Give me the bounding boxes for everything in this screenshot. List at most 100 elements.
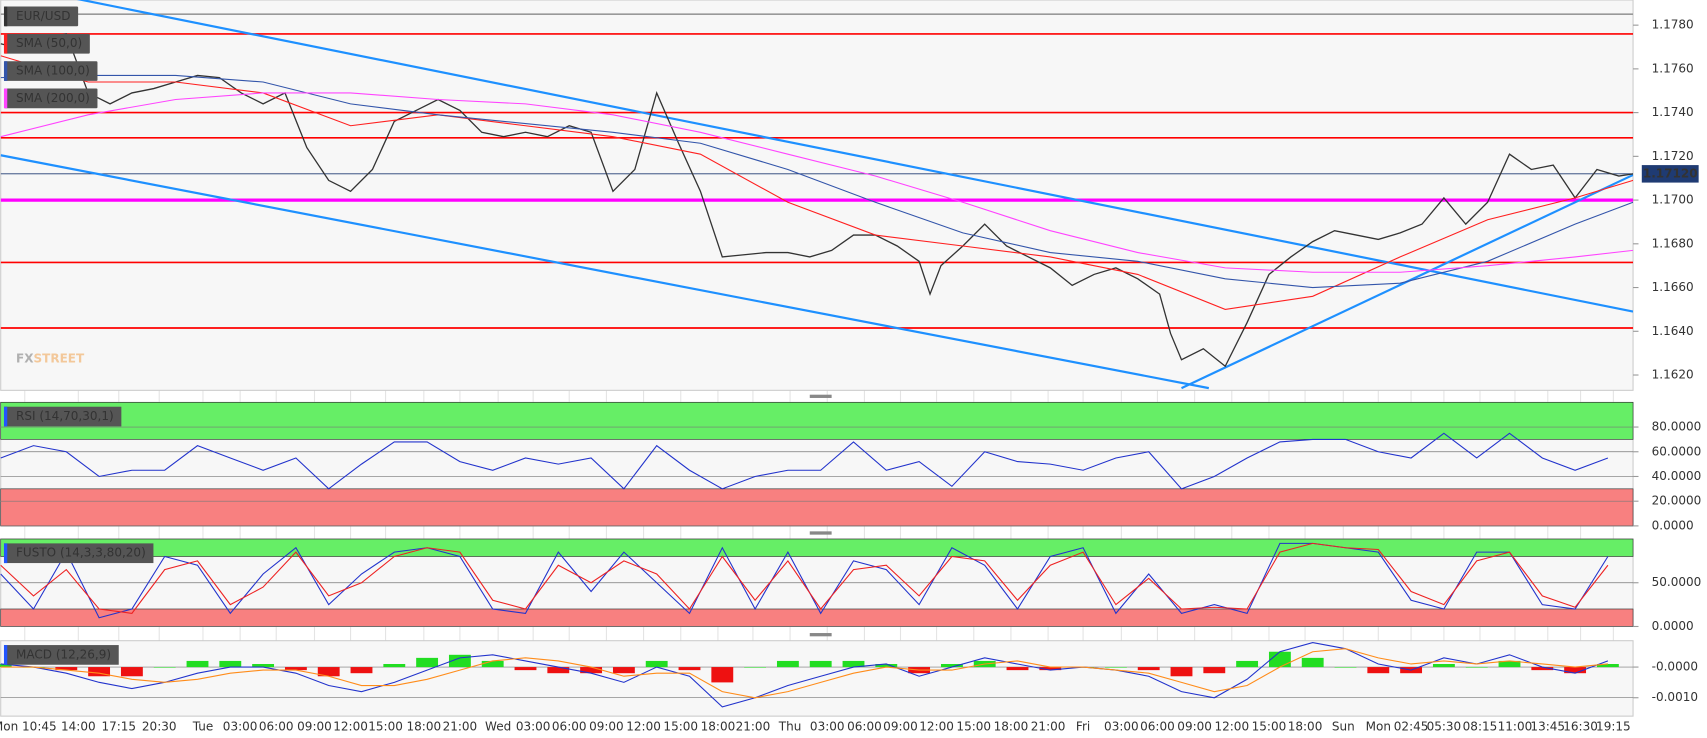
zone-band	[0, 538, 1634, 557]
x-tick-label: 21:00	[443, 720, 478, 734]
histogram-bar	[481, 660, 504, 668]
x-tick-label: 21:00	[736, 720, 771, 734]
panel-background	[0, 640, 1634, 717]
histogram-bar	[1203, 667, 1226, 674]
histogram-bar	[678, 667, 701, 671]
x-tick-label: 15:00	[1252, 720, 1287, 734]
histogram-bar	[317, 667, 340, 677]
indicator-title-box	[3, 645, 119, 665]
x-tick-label: 09:00	[1177, 720, 1212, 734]
x-tick-label: 14:00	[61, 720, 96, 734]
watermark: FXSTREET	[16, 351, 85, 365]
plot-area	[0, 542, 1609, 619]
histogram-bar	[1498, 660, 1521, 668]
y-tick-label: 0.0000	[1652, 619, 1694, 633]
x-tick-label: Tue	[192, 720, 214, 734]
x-tick-label: 03:00	[1104, 720, 1139, 734]
indicator-line	[0, 432, 1609, 490]
y-tick-label: 1.1640	[1652, 324, 1694, 338]
histogram-bar	[547, 667, 570, 674]
legend-label: EUR/USD	[16, 9, 70, 23]
y-tick-label: 20.0000	[1652, 494, 1702, 508]
legend-swatch	[3, 6, 8, 27]
x-tick-label: Mon	[1366, 720, 1391, 734]
indicator-title-box	[3, 406, 122, 427]
panel: 0.0000 50.0000 FUSTO (14,3,3,80,20)	[0, 531, 1701, 633]
sma-line	[0, 55, 1634, 310]
panel: 0.0000 20.0000 40.0000 60.0000 80.0000 RSI (1…	[0, 394, 1702, 532]
watermark-part: FX	[16, 351, 34, 365]
x-tick-label: 18:00	[701, 720, 736, 734]
histogram-bar	[186, 660, 209, 668]
histogram-bar	[284, 667, 307, 671]
x-tick-label: 02:45	[1394, 720, 1429, 734]
legend-swatch	[3, 88, 8, 109]
histogram-bar	[55, 667, 78, 671]
histogram-bar	[383, 664, 406, 668]
indicator-line	[0, 641, 1609, 708]
indicator-title-swatch	[3, 645, 8, 665]
indicator-line	[0, 542, 1609, 614]
histogram-bar	[1006, 667, 1029, 671]
legend-label: SMA (50,0)	[16, 36, 82, 50]
sma-line	[0, 92, 1634, 273]
x-tick-label: 06:00	[847, 720, 882, 734]
plot-area	[0, 432, 1609, 490]
x-tick-label: 09:00	[297, 720, 332, 734]
legend-box	[3, 88, 98, 109]
indicator-title-swatch	[3, 406, 8, 427]
trendline	[0, 154, 1210, 390]
x-tick-label: 08:15	[1463, 720, 1498, 734]
y-tick-label: -0.0010	[1652, 690, 1698, 704]
panel-resize-grip	[809, 394, 832, 398]
histogram-bar	[744, 667, 767, 668]
histogram-bar	[645, 660, 668, 668]
histogram-bar	[776, 660, 799, 668]
histogram-bar	[1596, 664, 1619, 668]
histogram-bar	[612, 667, 635, 674]
price-line	[0, 33, 1634, 368]
zone-band	[0, 488, 1634, 527]
histogram-bar	[580, 667, 603, 674]
histogram-bar	[1170, 667, 1193, 677]
legend-box	[3, 6, 79, 27]
x-tick-label: 12:00	[626, 720, 661, 734]
sma-line	[0, 74, 1634, 289]
histogram-bar	[350, 667, 373, 674]
histogram-bar	[219, 660, 242, 668]
histogram-bar	[1039, 667, 1062, 671]
x-tick-label: 17:15	[101, 720, 136, 734]
zone-band	[0, 608, 1634, 627]
indicator-line	[0, 648, 1608, 699]
histogram-bar	[1465, 667, 1488, 668]
y-tick-label: 1.1620	[1652, 368, 1694, 382]
x-tick-label: Fri	[1076, 720, 1090, 734]
x-tick-label: 05:30	[1427, 720, 1462, 734]
indicator-title-box	[3, 543, 154, 564]
y-tick-label: 1.1680	[1652, 236, 1694, 250]
price-marker-label: 1.17120	[1643, 166, 1698, 180]
histogram-bar	[0, 664, 12, 668]
zone-band	[0, 402, 1634, 440]
histogram-bar	[1236, 660, 1259, 668]
x-tick-label: 18:00	[406, 720, 441, 734]
y-tick-label: 40.0000	[1652, 469, 1702, 483]
x-tick-label: 21:00	[1031, 720, 1066, 734]
x-tick-label: 20:30	[142, 720, 177, 734]
histogram-bar	[1301, 657, 1324, 668]
legend-label: SMA (200,0)	[16, 91, 90, 105]
x-tick-label: 06:00	[1140, 720, 1175, 734]
histogram-bar	[875, 664, 898, 668]
y-tick-label: 1.1720	[1652, 149, 1694, 163]
x-tick-label: 15:00	[956, 720, 991, 734]
panel-background	[0, 0, 1634, 391]
trendline	[76, 0, 1634, 313]
legend-swatch	[3, 33, 8, 54]
histogram-bar	[1531, 667, 1554, 671]
histogram-bar	[940, 664, 963, 668]
x-tick-label: 09:00	[883, 720, 918, 734]
y-tick-label: -0.0000	[1652, 660, 1698, 674]
histogram-bar	[842, 660, 865, 668]
y-tick-label: 1.1660	[1652, 280, 1694, 294]
